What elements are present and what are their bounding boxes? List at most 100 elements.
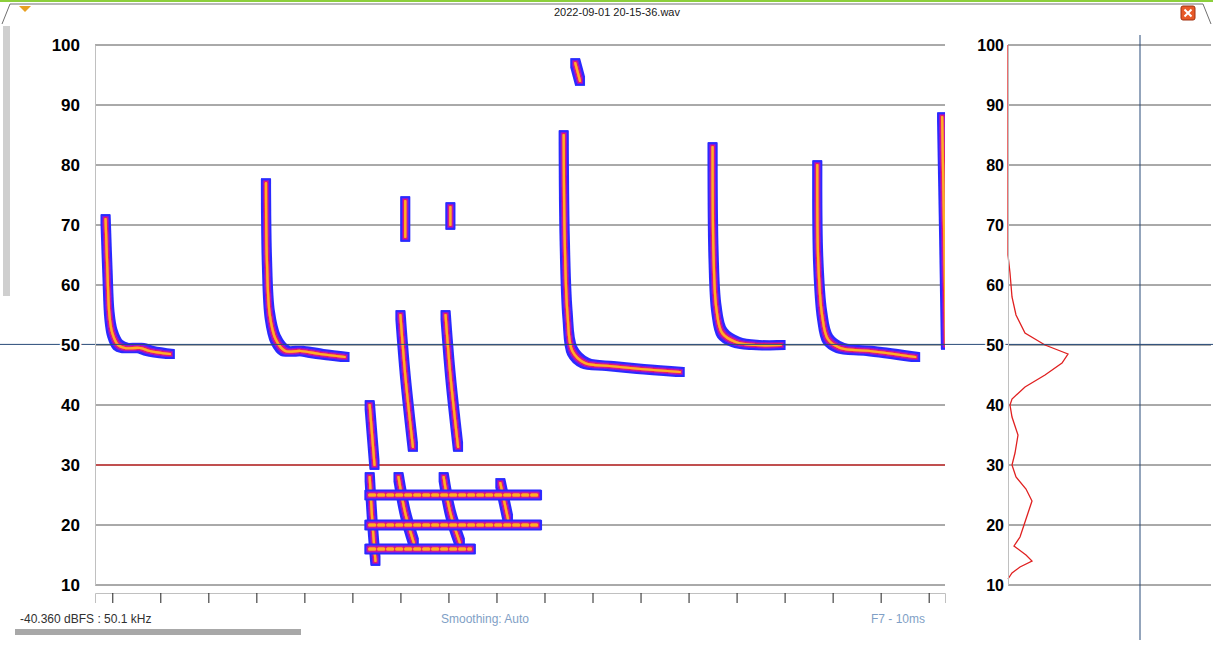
y-tick: 100: [52, 36, 95, 55]
grid-line: [95, 465, 945, 466]
call-trace: [500, 483, 508, 519]
x-tick: [785, 593, 786, 603]
grid-line: [1008, 225, 1211, 226]
call-trace: [404, 201, 406, 237]
call-trace: [370, 524, 541, 527]
plot-area: [106, 63, 945, 561]
y-tick-label: 70: [986, 217, 1004, 234]
x-axis: [96, 593, 946, 603]
grid-line: [1008, 285, 1211, 286]
y-tick-label: 80: [61, 156, 80, 175]
call-trace: [370, 548, 471, 551]
grid-line: [1008, 585, 1211, 586]
x-tick: [400, 593, 401, 603]
y-tick-label: 100: [977, 37, 1004, 54]
y-tick-label: 50: [61, 336, 80, 355]
y-axis-line: [1008, 46, 1009, 586]
y-tick-label: 10: [61, 576, 80, 595]
y-tick-label: 60: [986, 277, 1004, 294]
y-tick-label: 90: [986, 97, 1004, 114]
x-tick: [112, 593, 113, 603]
y-tick-label: 20: [61, 516, 80, 535]
y-axis: 10 20 30 40 50 60 70 80 90 100: [977, 37, 1008, 594]
y-tick-label: 10: [986, 577, 1004, 594]
call-trace: [370, 405, 375, 465]
vertical-scrollbar: [3, 26, 10, 296]
x-tick: [304, 593, 305, 603]
x-tick-mark: [833, 593, 834, 603]
x-tick: [689, 593, 690, 603]
y-tick: 50: [61, 336, 95, 355]
call-trace: [444, 477, 460, 543]
x-tick: [208, 593, 209, 603]
call-trace: [942, 117, 945, 345]
horizontal-scrollbar: [15, 629, 301, 635]
call-trace: [713, 147, 781, 345]
y-tick-label: 80: [986, 157, 1004, 174]
window-title: 2022-09-01 20-15-36.wav: [554, 6, 680, 18]
frequency-profile: [1008, 45, 1068, 579]
x-tick: [352, 593, 353, 603]
x-tick: [881, 593, 882, 603]
call-trace: [266, 183, 345, 357]
x-tick: [160, 593, 161, 603]
y-tick-label: 30: [61, 456, 80, 475]
x-tick-mark: [737, 593, 738, 603]
call-trace: [575, 63, 580, 81]
x-tick-mark: [160, 593, 161, 603]
close-button-cross[interactable]: [1185, 10, 1192, 17]
y-tick: 80: [986, 157, 1008, 174]
y-axis-line: [95, 46, 96, 586]
cursor-frequency: [0, 344, 1213, 345]
grid-line: [95, 585, 945, 586]
y-tick: 60: [61, 276, 95, 295]
status-smoothing: Smoothing: Auto: [441, 612, 529, 626]
grid: [95, 45, 945, 585]
grid-line: [1008, 45, 1211, 46]
call-trace: [399, 477, 414, 543]
x-tick-mark: [496, 593, 497, 603]
grid: [1008, 45, 1211, 585]
y-tick: 80: [61, 156, 95, 175]
x-tick: [544, 593, 545, 603]
close-button-box[interactable]: [1181, 6, 1195, 20]
y-tick: 100: [977, 37, 1008, 54]
y-tick: 20: [986, 517, 1008, 534]
y-tick: 30: [986, 457, 1008, 474]
call-trace: [370, 494, 541, 497]
call-trace: [400, 315, 412, 447]
y-tick-label: 20: [986, 517, 1004, 534]
call-trace: [449, 207, 451, 225]
x-tick-mark: [304, 593, 305, 603]
x-tick: [641, 593, 642, 603]
grid-line: [1008, 105, 1211, 106]
y-tick: 40: [986, 397, 1008, 414]
call-trace: [564, 135, 680, 372]
tab-icon: [19, 6, 31, 12]
canvas: 2022-09-01 20-15-36.wav 10 20 30 40 50 60 70 80 9…: [0, 0, 1213, 645]
y-tick: 90: [986, 97, 1008, 114]
y-tick-label: 40: [986, 397, 1004, 414]
x-tick-mark: [352, 593, 353, 603]
cursor-level: [1140, 35, 1141, 640]
status-readout: -40.360 dBFS : 50.1 kHz: [20, 612, 151, 626]
y-tick-label: 90: [61, 96, 80, 115]
y-tick: 50: [986, 337, 1008, 354]
x-tick-mark: [641, 593, 642, 603]
x-tick-mark: [208, 593, 209, 603]
call-trace: [446, 315, 458, 447]
y-tick: 70: [61, 216, 95, 235]
y-tick-label: 50: [986, 337, 1004, 354]
x-tick-mark: [544, 593, 545, 603]
x-tick-mark: [593, 593, 594, 603]
title-tab: [2, 4, 1211, 24]
x-axis-line: [96, 594, 946, 604]
reference-line: [95, 464, 945, 465]
x-tick: [833, 593, 834, 603]
y-tick: 30: [61, 456, 95, 475]
close-button[interactable]: [1181, 6, 1195, 20]
profile-area: [1008, 45, 1068, 579]
x-tick-mark: [881, 593, 882, 603]
status-resolution: F7 - 10ms: [871, 612, 925, 626]
x-tick-mark: [785, 593, 786, 603]
